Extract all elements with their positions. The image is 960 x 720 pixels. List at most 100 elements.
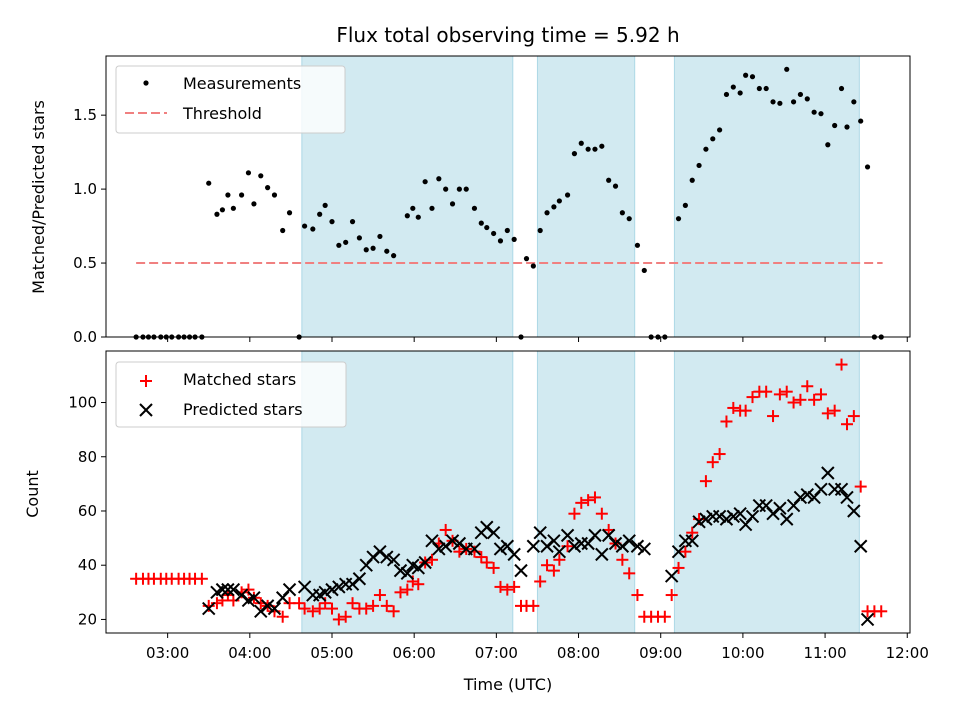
predicted-star-point (226, 582, 241, 597)
matched-star-point (602, 523, 615, 536)
legend-threshold-label: Threshold (182, 104, 262, 123)
matched-star-point (293, 597, 306, 610)
matched-star-point (727, 401, 740, 414)
matched-star-point (216, 594, 229, 607)
measurement-point (251, 201, 257, 207)
matched-star-point (412, 578, 425, 591)
predicted-star-point (766, 506, 780, 521)
matched-star-point (547, 564, 560, 577)
measurement-point (302, 223, 308, 229)
matched-star-point (508, 580, 521, 593)
matched-star-point (713, 448, 726, 461)
measurement-point (634, 242, 641, 248)
measurement-point (471, 205, 478, 211)
measurement-point (336, 242, 342, 248)
predicted-star-point (282, 582, 297, 597)
predicted-star-point (685, 534, 699, 548)
matched-star-point (494, 580, 507, 593)
predicted-star-point (733, 506, 747, 521)
measurement-point (384, 248, 390, 254)
predicted-star-point (514, 563, 528, 578)
predicted-star-point (393, 563, 408, 578)
predicted-star-point (671, 544, 686, 559)
top-y-tick-label: 0.0 (73, 328, 97, 346)
bottom-y-axis-label: Count (23, 470, 42, 518)
predicted-star-point (480, 520, 494, 534)
bottom-y-tick-label: 20 (78, 610, 97, 628)
matched-star-point (875, 605, 888, 618)
measurement-point (265, 185, 271, 191)
measurement-point (310, 226, 316, 232)
matched-star-point (387, 605, 400, 618)
legend-measurements-marker (143, 80, 149, 86)
matched-star-point (631, 589, 644, 602)
predicted-star-point (595, 547, 609, 562)
measurement-point (271, 192, 278, 198)
matched-star-point (706, 456, 719, 469)
matched-star-point (339, 610, 352, 623)
matched-star-point (480, 556, 493, 569)
measurement-point (370, 245, 376, 251)
x-tick-label: 04:00 (228, 644, 271, 662)
measurement-point (851, 99, 857, 105)
bottom-plot-marks (130, 358, 888, 627)
measurement-point (825, 142, 831, 148)
matched-star-point (575, 496, 588, 509)
measurement-point (544, 210, 550, 216)
matched-star-point (773, 388, 786, 401)
predicted-star-point (386, 553, 401, 567)
measurement-point (286, 210, 293, 216)
top-y-axis-label: Matched/Predicted stars (29, 100, 48, 294)
predicted-star-point (366, 550, 380, 564)
predicted-star-point (400, 566, 415, 581)
measurement-point (443, 186, 449, 192)
matched-star-point (595, 507, 608, 520)
measurement-point (219, 207, 226, 213)
measurement-point (280, 227, 286, 234)
predicted-star-point (373, 544, 387, 559)
matched-star-point (367, 599, 380, 612)
measurement-point (245, 170, 252, 176)
predicted-star-point (234, 588, 249, 602)
bottom-observing-intervals (301, 350, 860, 634)
predicted-star-point (267, 601, 282, 616)
measurement-point (599, 143, 605, 149)
matched-star-point (475, 551, 488, 564)
matched-star-point (373, 589, 386, 602)
measurement-point (491, 230, 497, 237)
predicted-star-point (821, 466, 835, 480)
top-legend: Measurements Threshold (115, 65, 346, 134)
bottom-y-tick-label: 40 (78, 556, 97, 574)
top-plot-marks (133, 66, 884, 340)
matched-star-point (346, 597, 359, 610)
predicted-star-point (726, 509, 741, 524)
measurement-point (710, 136, 716, 142)
measurement-point (858, 118, 864, 124)
matched-star-point (794, 393, 807, 406)
measurement-point (391, 253, 397, 259)
predicted-star-point (215, 582, 230, 597)
predicted-star-point (637, 542, 651, 556)
measurement-point (214, 211, 220, 217)
predicted-star-point (418, 555, 432, 570)
measurement-point (497, 238, 504, 244)
measurement-point (784, 66, 790, 72)
predicted-star-point (486, 525, 501, 540)
predicted-star-point (847, 504, 861, 518)
measurement-point (377, 233, 383, 240)
predicted-star-point (452, 536, 467, 551)
measurement-point (612, 183, 619, 189)
predicted-star-point (773, 501, 787, 515)
predicted-star-point (411, 561, 425, 575)
matched-star-point (332, 613, 345, 626)
legend-predicted-label: Predicted stars (183, 400, 303, 419)
measurement-point (343, 239, 349, 245)
measurement-point (422, 179, 428, 185)
predicted-star-point (467, 542, 482, 556)
predicted-star-point (380, 550, 394, 564)
measurement-point (592, 146, 598, 152)
matched-star-point (746, 391, 759, 404)
predicted-star-point (615, 539, 630, 553)
predicted-star-point (719, 512, 734, 526)
